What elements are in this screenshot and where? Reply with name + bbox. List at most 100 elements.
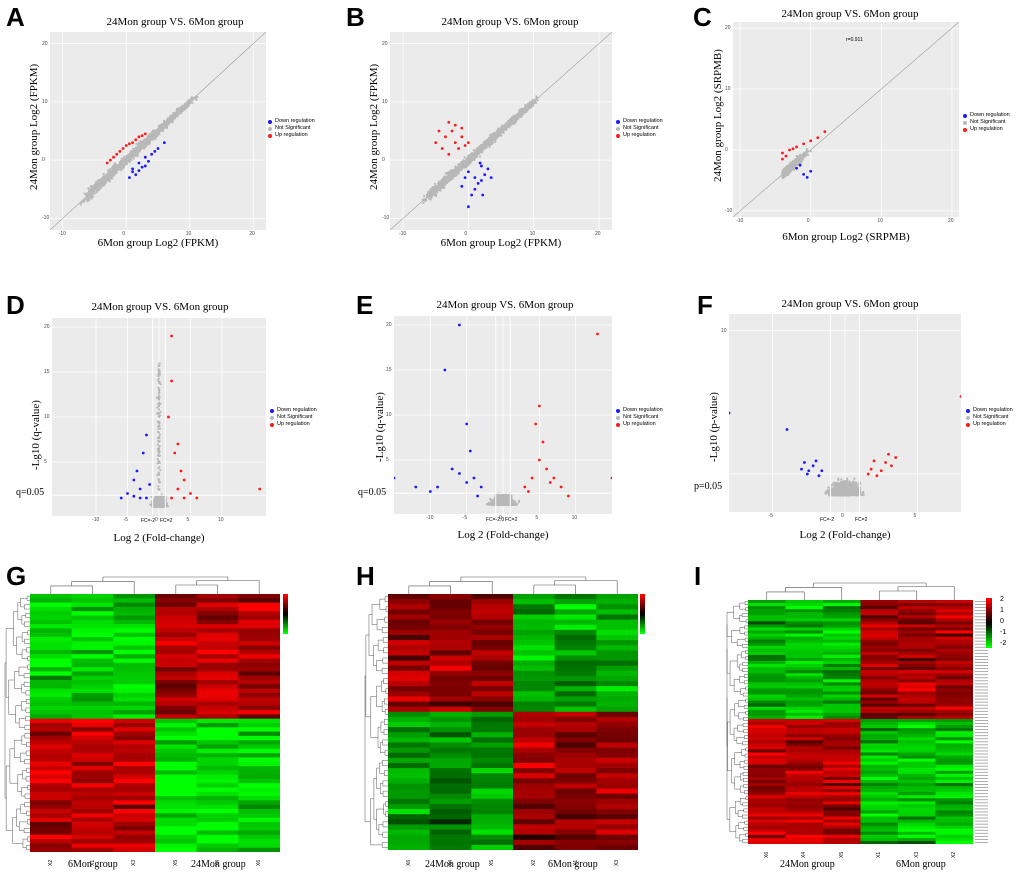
ns-point: [152, 131, 155, 135]
ns-point: [425, 193, 428, 197]
down-point: [131, 167, 134, 171]
down-point: [466, 170, 470, 174]
plot-area: [733, 22, 959, 217]
ns-point: [463, 156, 466, 159]
ns-point: [90, 191, 94, 194]
ns-point: [119, 164, 122, 167]
down-point: [153, 149, 157, 153]
ns-point: [445, 179, 448, 182]
ns-point: [438, 187, 441, 190]
ns-point: [457, 170, 460, 173]
ns-point: [95, 180, 98, 183]
ns-point: [185, 104, 188, 107]
ns-point: [195, 98, 198, 102]
down-point: [805, 175, 809, 179]
ns-point: [801, 154, 805, 158]
ns-point: [152, 129, 155, 132]
up-point: [453, 141, 457, 145]
ns-point: [508, 124, 511, 127]
plot-area: [52, 318, 266, 516]
ns-point: [444, 182, 447, 185]
ns-point: [783, 173, 786, 176]
ns-point: [187, 99, 190, 102]
ns-dot-icon: [963, 120, 967, 125]
ns-point: [150, 135, 153, 138]
ns-point: [161, 123, 164, 126]
ns-point: [793, 164, 796, 167]
ns-point: [99, 178, 102, 181]
ns-point: [187, 104, 190, 107]
ns-point: [513, 116, 516, 119]
ns-point: [535, 96, 539, 100]
ns-point: [519, 115, 522, 118]
up-dot-icon: [268, 133, 272, 138]
ns-point: [433, 182, 437, 186]
ns-point: [108, 173, 112, 176]
ns-point: [166, 505, 170, 508]
ns-point: [453, 169, 457, 173]
ns-point: [479, 148, 483, 151]
ns-point: [476, 153, 479, 156]
legend-down: Down regulation: [275, 118, 315, 124]
ns-point: [515, 116, 518, 119]
down-point: [137, 169, 141, 173]
ns-point: [788, 165, 791, 168]
up-point: [788, 148, 791, 152]
x-axis-label: 6Mon group Log2 (FPKM): [97, 237, 219, 249]
ns-point: [505, 124, 508, 127]
ns-point: [185, 102, 189, 105]
ns-point: [497, 131, 500, 134]
down-point: [489, 176, 493, 179]
ns-point: [160, 124, 163, 128]
ns-point: [524, 110, 527, 113]
panel-label: A: [6, 2, 25, 32]
ns-point: [138, 144, 142, 147]
ns-point: [796, 162, 799, 165]
ns-point: [524, 103, 527, 106]
ns-point: [431, 195, 434, 198]
ns-point: [462, 165, 465, 168]
down-point: [809, 169, 813, 173]
ns-point: [466, 160, 469, 163]
panel-d-title: 24Mon group VS. 6Mon group: [91, 301, 229, 313]
ns-point: [107, 169, 110, 172]
ns-point: [800, 158, 803, 161]
down-point: [150, 152, 154, 156]
ns-point: [153, 133, 156, 137]
ns-point: [90, 194, 93, 197]
ns-point: [162, 126, 165, 129]
ns-point: [483, 143, 486, 147]
ns-point: [442, 176, 445, 180]
legend-down: Down regulation: [970, 112, 1010, 118]
ns-point: [115, 166, 118, 169]
down-point: [795, 166, 798, 170]
ns-point: [450, 175, 454, 178]
ns-point: [87, 187, 90, 190]
ns-point: [88, 195, 92, 198]
down-point: [143, 164, 147, 168]
down-point: [481, 193, 485, 197]
ns-point: [91, 185, 95, 188]
ns-point: [92, 192, 96, 195]
ns-point: [128, 160, 132, 163]
up-point: [447, 152, 451, 156]
up-dot-icon: [963, 127, 967, 132]
ns-point: [141, 140, 145, 144]
up-point: [124, 144, 128, 147]
ns-point: [454, 167, 457, 170]
diagonal-line: [733, 22, 959, 217]
ns-point: [798, 160, 801, 163]
ns-point: [122, 165, 126, 168]
legend: Down regulation Not Significant Up regul…: [268, 118, 315, 139]
ns-point: [112, 169, 115, 172]
down-point: [480, 179, 483, 182]
ns-point: [172, 114, 175, 117]
ns-point: [447, 180, 450, 183]
ns-point: [796, 155, 799, 158]
down-point: [478, 161, 482, 165]
ns-point: [500, 130, 503, 134]
ns-point: [435, 188, 438, 192]
ns-point: [464, 160, 467, 163]
ns-point: [481, 143, 484, 147]
ns-point: [189, 100, 192, 104]
